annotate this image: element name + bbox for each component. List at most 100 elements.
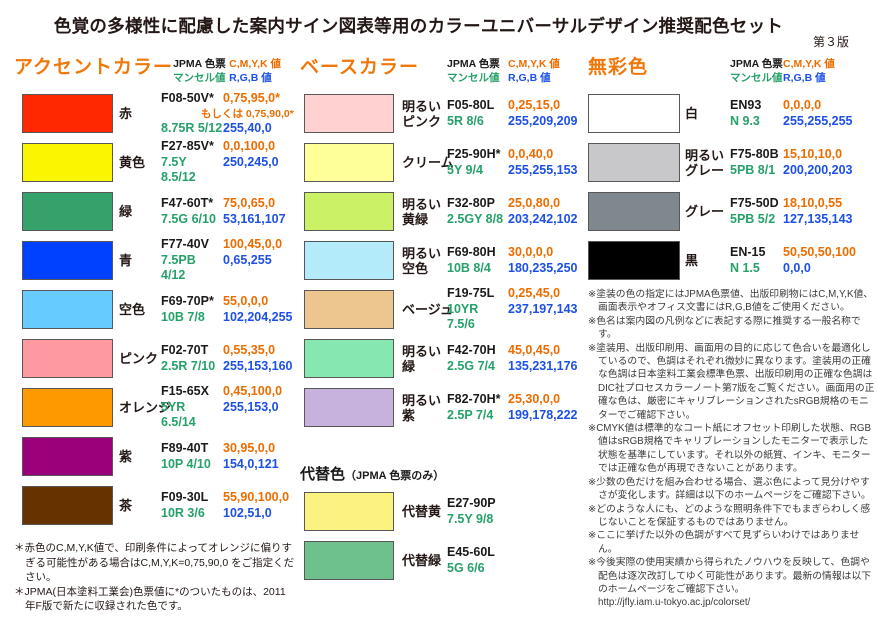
jpma-code: F42-70H [447,343,496,357]
rgb-column-header: R,G,B 値 [783,72,826,84]
rgb-value: 127,135,143 [783,211,853,226]
color-name: 明るい グレー [685,147,725,178]
rgb-value: 199,178,222 [508,407,578,422]
munsell-value: 5Y 9/4 [447,162,483,177]
rgb-value: 180,235,250 [508,260,578,275]
rgb-value: 255,153,160 [223,358,293,373]
color-swatch-white [588,94,680,133]
color-row-beige: ベージュ F19-75L 0,25,45,0 10YR 7.5/6 237,197,… [300,285,587,334]
note-item: ※CMYK値は標準的なコート紙にオフセット印刷した状態、RGB値はsRGB規格で… [588,423,872,475]
cmyk-value: 100,45,0,0 [223,237,283,252]
accent-color-section: アクセントカラー JPMA 色票 マンセル値 C,M,Y,K 値 R,G,B 値… [14,57,296,614]
color-name: 代替黄 [402,504,442,519]
rgb-value: 0,0,0 [783,260,811,275]
color-name: ピンク [119,351,159,366]
color-swatch-alt-yellow [304,492,394,531]
rgb-value: 255,255,255 [783,113,853,128]
rgb-value: 154,0,121 [223,456,279,471]
munsell-value: 8.75R 5/12 [161,120,223,135]
color-swatch-light-green [304,339,394,378]
cmyk-value: 18,10,0,55 [783,196,843,210]
color-row-light-sky: 明るい 空色 F69-80H 30,0,0,0 10B 8/4 180,235,25… [300,236,587,285]
color-swatch-cream [304,143,394,182]
munsell-value: 7.5Y 8.5/12 [161,154,196,185]
note-item: ※どのような人にも、どのような照明条件下でもまぎらわしく感じないことを保証するも… [588,503,871,528]
color-row-red: 赤 F08-50V* 0,75,95,0* もしくは 0,75,90,0* 8.7… [14,89,296,138]
munsell-value: 5R 8/6 [447,113,484,128]
color-row-yellow: 黄色 F27-85V* 0,0,100,0 7.5Y 8.5/12 250,245,… [14,138,296,187]
cmyk-column-header: C,M,Y,K 値 [229,58,282,70]
munsell-value: 5G 6/6 [447,560,485,575]
cmyk-value: 30,0,0,0 [508,245,554,259]
cmyk-column-header: C,M,Y,K 値 [783,58,835,70]
rgb-value: 255,209,209 [508,113,578,128]
note-item: ※塗装の色の指定にはJPMA色票値、出版印刷物にはC,M,Y,K値、画面表示やオ… [588,289,874,314]
color-swatch-black [588,241,680,280]
munsell-value: 7.5PB 4/12 [161,252,196,283]
base-color-section: ベースカラー JPMA 色票 マンセル値 C,M,Y,K 値 R,G,B 値 明… [300,57,587,585]
jpma-code: EN-15 [730,245,766,259]
rgb-value: 250,245,0 [223,154,279,169]
cmyk-value: 55,0,0,0 [223,294,269,308]
jpma-code: F08-50V* [161,91,214,105]
color-row-light-yellow-green: 明るい 黄緑 F32-80P 25,0,80,0 2.5GY 8/8 203,242… [300,187,587,236]
color-swatch-orange [22,388,113,427]
color-name: 赤 [119,106,133,121]
usage-notes: ※塗装の色の指定にはJPMA色票値、出版印刷物にはC,M,Y,K値、画面表示やオ… [588,288,875,610]
accent-footnotes: ＊赤色のC,M,Y,K値で、印刷条件によってオレンジに偏りすぎる可能性がある場合… [14,541,296,614]
munsell-value: 7.5G 6/10 [161,211,216,226]
jpma-code: F15-65X [161,384,209,399]
jpma-code: E45-60L [447,545,495,559]
munsell-column-header: マンセル値 [730,72,783,84]
cmyk-value: 0,0,40,0 [508,147,554,161]
color-swatch-beige [304,290,394,329]
munsell-value: 5PB 5/2 [730,211,776,226]
munsell-value: 5YR 6.5/14 [161,399,196,430]
color-row-purple: 紫 F89-40T 30,95,0,0 10P 4/10 154,0,121 [14,432,296,481]
color-name: ベージュ [402,302,453,317]
cmyk-value: 50,50,50,100 [783,245,856,259]
color-swatch-pink [22,339,113,378]
note-item: ※塗装用、出版印刷用、画面用の目的に応じて色合いを最適化しているので、色調はそれ… [588,342,875,421]
rgb-value: 255,40,0 [223,120,272,135]
color-row-blue: 青 F77-40V 100,45,0,0 7.5PB 4/12 0,65,255 [14,236,296,285]
rgb-value: 102,204,255 [223,309,293,324]
color-swatch-light-sky [304,241,394,280]
color-name: 明るい 紫 [402,392,442,423]
jpma-code: F05-80L [447,98,495,112]
jpma-column-header: JPMA 色票 [173,58,226,70]
color-swatch-light-pink [304,94,394,133]
color-row-light-pink: 明るい ピンク F05-80L 0,25,15,0 5R 8/6 255,209,2… [300,89,587,138]
color-swatch-light-purple [304,388,394,427]
jpma-code: F77-40V [161,237,209,252]
cmyk-value: 0,25,45,0 [508,286,561,301]
jpma-code: F82-70H* [447,392,501,406]
cmyk-value: 0,0,0,0 [783,98,822,112]
color-name: クリーム [402,155,454,170]
jpma-column-header: JPMA 色票 [730,58,783,70]
color-name: 明るい 緑 [402,343,442,374]
jpma-code: F89-40T [161,441,209,455]
color-swatch-red [22,94,113,133]
color-row-cream: クリーム F25-90H* 0,0,40,0 5Y 9/4 255,255,153 [300,138,587,187]
munsell-column-header: マンセル値 [173,72,226,84]
munsell-value: 2.5GY 8/8 [447,211,504,226]
rgb-value: 237,197,143 [508,301,578,316]
rgb-value: 102,51,0 [223,505,272,520]
cmyk-value: 25,30,0,0 [508,392,561,406]
jpma-code: F09-30L [161,490,209,504]
munsell-value: 10B 8/4 [447,260,491,275]
color-name: 茶 [119,498,133,513]
color-row-light-gray: 明るい グレー F75-80B 15,10,10,0 5PB 8/1 200,200… [588,138,875,187]
color-swatch-brown [22,486,113,525]
colorset-url[interactable]: http://jfly.iam.u-tokyo.ac.jp/colorset/ [598,597,751,609]
page-title: 色覚の多様性に配慮した案内サイン図表等用のカラーユニバーサルデザイン推奨配色セッ… [53,16,784,36]
munsell-value: 2.5P 7/4 [447,407,494,422]
rgb-value: 203,242,102 [508,211,578,226]
rgb-value: 135,231,176 [508,358,578,373]
munsell-column-header: マンセル値 [447,72,500,84]
color-row-alt-yellow: 代替黄 E27-90P 7.5Y 9/8 [300,487,587,536]
color-name: 青 [119,253,133,268]
cmyk-value: 0,25,15,0 [508,98,561,112]
jpma-code: E27-90P [447,496,496,510]
